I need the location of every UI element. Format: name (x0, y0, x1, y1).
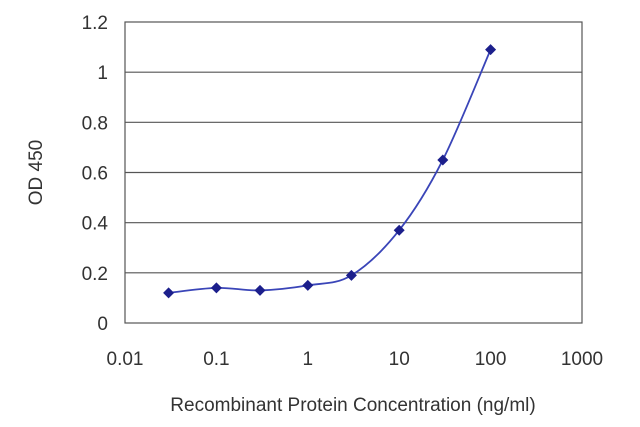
x-tick-label: 10 (389, 349, 410, 370)
data-point (254, 284, 266, 296)
y-axis-title: OD 450 (26, 140, 47, 205)
data-point (485, 44, 497, 56)
x-axis-tick-labels: 0.01 0.1 1 10 100 1000 (107, 349, 604, 370)
x-tick-label: 0.1 (203, 349, 229, 370)
x-tick-label: 1000 (561, 349, 603, 370)
data-point (393, 224, 405, 236)
plot-area-border (124, 21, 583, 324)
x-tick-label: 1 (303, 349, 314, 370)
data-points (163, 44, 497, 299)
x-axis-title: Recombinant Protein Concentration (ng/ml… (170, 395, 535, 416)
y-tick-label: 0.6 (82, 164, 108, 185)
data-point (302, 279, 314, 291)
data-point (210, 282, 222, 294)
x-tick-label: 100 (475, 349, 507, 370)
y-tick-label: 1.2 (82, 13, 108, 34)
x-tick-label: 0.01 (107, 349, 144, 370)
y-tick-label: 0 (97, 314, 108, 335)
y-tick-label: 0.2 (82, 264, 108, 285)
y-tick-label: 0.4 (82, 214, 109, 235)
y-tick-label: 0.8 (82, 113, 108, 134)
data-point (345, 269, 357, 281)
data-point (437, 154, 449, 166)
y-tick-label: 1 (97, 63, 108, 84)
y-axis-tick-labels: 0 0.2 0.4 0.6 0.8 1 1.2 (82, 13, 109, 335)
series-curve (168, 49, 492, 294)
grid-lines (125, 71, 582, 274)
data-point (163, 287, 175, 299)
